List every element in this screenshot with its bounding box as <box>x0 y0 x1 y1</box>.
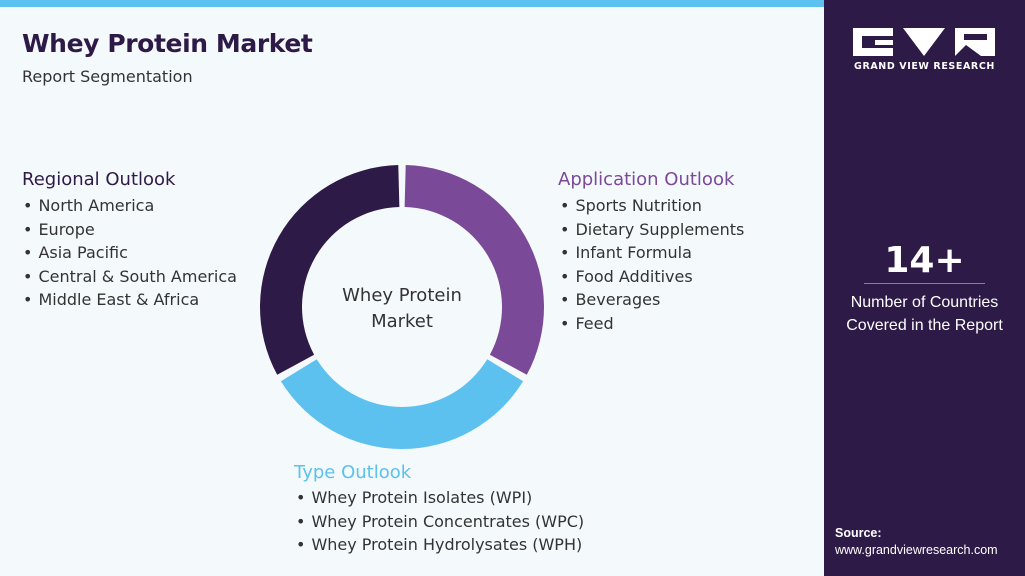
segmentation-donut <box>260 165 544 449</box>
source-url: www.grandviewresearch.com <box>835 543 998 557</box>
stat-value: 14+ <box>884 240 965 281</box>
list-item: Feed <box>560 312 744 336</box>
list-item: Infant Formula <box>560 241 744 265</box>
list-item: Dietary Supplements <box>560 218 744 242</box>
sidebar: GRAND VIEW RESEARCH 14+ Number of Countr… <box>824 0 1025 576</box>
grand-view-research-logo-icon <box>853 28 995 56</box>
divider <box>864 283 985 284</box>
list-item: Sports Nutrition <box>560 194 744 218</box>
page-subtitle: Report Segmentation <box>22 67 193 86</box>
list-item: North America <box>23 194 237 218</box>
list-item: Beverages <box>560 288 744 312</box>
list-item: Europe <box>23 218 237 242</box>
center-label-line: Whey Protein <box>342 285 462 306</box>
stat-label: Number of Countries Covered in the Repor… <box>824 291 1025 337</box>
list-item: Food Additives <box>560 265 744 289</box>
type-outlook-title: Type Outlook <box>294 462 412 483</box>
page-title: Whey Protein Market <box>22 29 313 58</box>
list-item: Asia Pacific <box>23 241 237 265</box>
stat-label-line: Covered in the Report <box>846 317 1003 334</box>
list-item: Central & South America <box>23 265 237 289</box>
regional-outlook-title: Regional Outlook <box>22 169 176 190</box>
brand-name: GRAND VIEW RESEARCH <box>854 61 995 72</box>
donut-segment-application <box>404 165 544 375</box>
list-item: Whey Protein Hydrolysates (WPH) <box>296 533 584 557</box>
application-outlook-list: Sports Nutrition Dietary Supplements Inf… <box>560 194 744 336</box>
center-label-line: Market <box>371 311 433 332</box>
list-item: Middle East & Africa <box>23 288 237 312</box>
stat-label-line: Number of Countries <box>850 294 999 311</box>
donut-center-label: Whey Protein Market <box>316 283 488 335</box>
regional-outlook-list: North America Europe Asia Pacific Centra… <box>23 194 237 312</box>
main-panel: Whey Protein Market Report Segmentation … <box>0 0 824 576</box>
type-outlook-list: Whey Protein Isolates (WPI) Whey Protein… <box>296 486 584 557</box>
donut-segment-regional <box>260 165 400 375</box>
source-label: Source: <box>835 526 882 540</box>
application-outlook-title: Application Outlook <box>558 169 735 190</box>
list-item: Whey Protein Isolates (WPI) <box>296 486 584 510</box>
list-item: Whey Protein Concentrates (WPC) <box>296 510 584 534</box>
donut-segment-type <box>280 359 524 449</box>
